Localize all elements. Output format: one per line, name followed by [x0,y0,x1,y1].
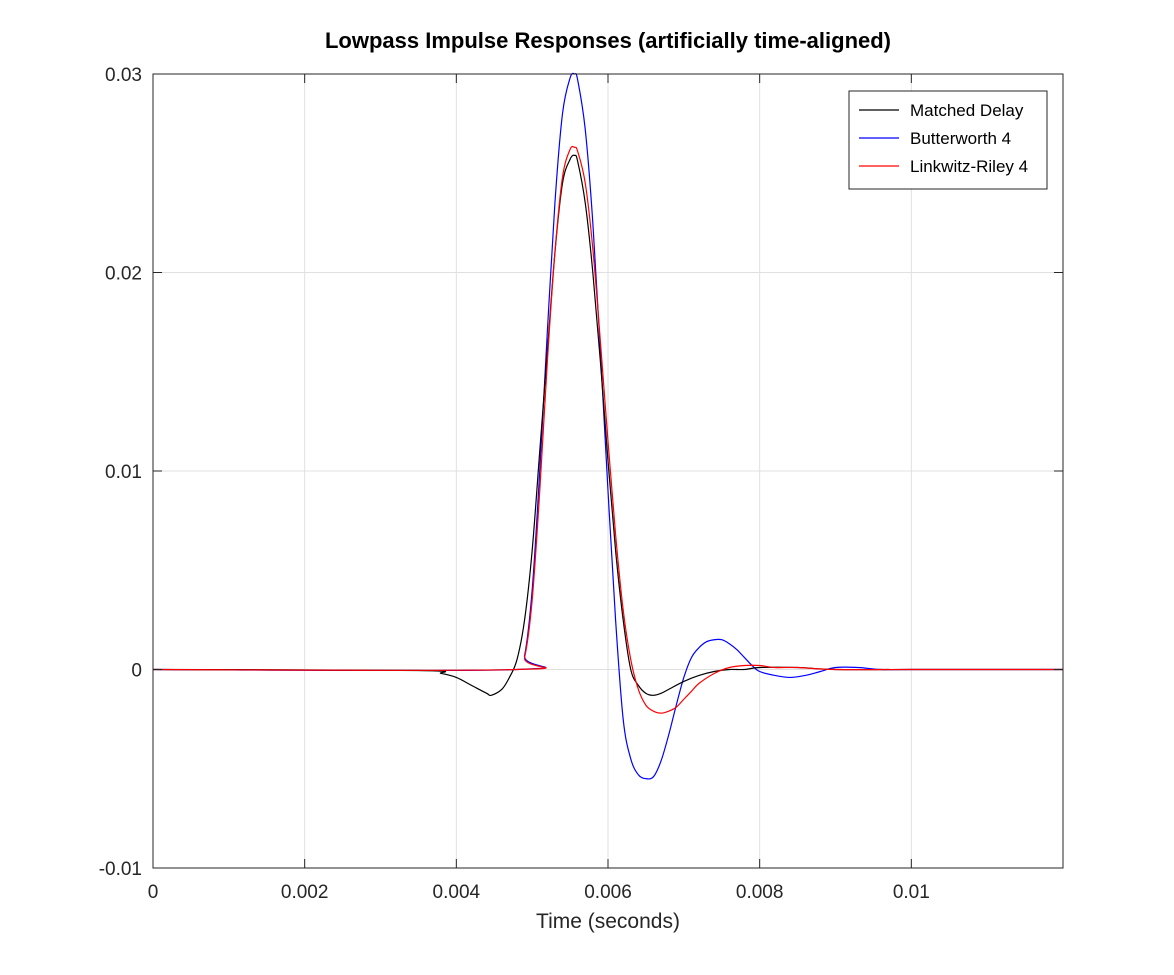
chart-title: Lowpass Impulse Responses (artificially … [325,28,891,53]
series-line-linkwitz-riley-4 [152,145,1063,714]
series-layer [152,72,1063,780]
x-tick-label: 0 [148,882,159,903]
legend: Matched Delay Butterworth 4 Linkwitz-Riley… [848,90,1048,190]
legend-label: Matched Delay [910,101,1024,120]
y-tick-label: 0.03 [105,65,142,86]
x-axis-label: Time (seconds) [536,910,680,933]
series-line-butterworth-4 [152,72,1063,780]
x-tick-label: 0.008 [736,882,784,903]
y-tick-label: 0 [131,661,142,682]
x-tick-label: 0.004 [433,882,481,903]
legend-label: Butterworth 4 [910,129,1011,148]
grid-layer [153,74,1063,868]
y-tick-label: 0.01 [105,462,142,483]
y-tick-label: 0.02 [105,264,142,285]
tick-layer: 0 0.002 0.004 0.006 0.008 0.01 -0.01 0 0.01 0.02 0… [99,65,1063,903]
legend-label: Linkwitz-Riley 4 [910,157,1028,176]
x-tick-label: 0.002 [281,882,329,903]
x-tick-label: 0.006 [584,882,632,903]
legend-box [848,90,1048,190]
y-tick-label: -0.01 [99,859,142,880]
x-tick-label: 0.01 [893,882,930,903]
